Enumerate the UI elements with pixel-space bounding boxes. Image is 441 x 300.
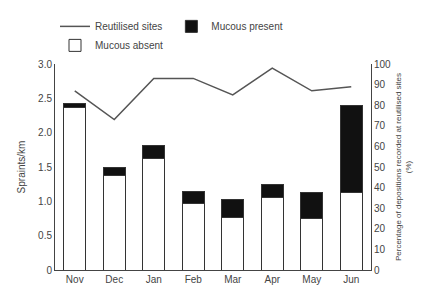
svg-text:Apr: Apr bbox=[264, 274, 280, 285]
svg-text:0: 0 bbox=[46, 265, 52, 276]
svg-text:2.0: 2.0 bbox=[38, 127, 52, 138]
svg-text:80: 80 bbox=[374, 100, 386, 111]
svg-text:Jun: Jun bbox=[343, 274, 359, 285]
svg-text:0: 0 bbox=[374, 265, 380, 276]
svg-text:Mucous present: Mucous present bbox=[211, 21, 282, 32]
svg-text:May: May bbox=[302, 274, 321, 285]
svg-text:Mar: Mar bbox=[224, 274, 242, 285]
svg-text:2.5: 2.5 bbox=[38, 93, 52, 104]
svg-text:50: 50 bbox=[374, 162, 386, 173]
svg-text:30: 30 bbox=[374, 203, 386, 214]
svg-text:Feb: Feb bbox=[185, 274, 203, 285]
svg-text:1.5: 1.5 bbox=[38, 162, 52, 173]
svg-text:90: 90 bbox=[374, 79, 386, 90]
svg-text:10: 10 bbox=[374, 244, 386, 255]
svg-text:Percentage of depositions reco: Percentage of depositions recorded at re… bbox=[394, 73, 413, 261]
svg-text:100: 100 bbox=[374, 59, 391, 70]
svg-text:Mucous absent: Mucous absent bbox=[95, 40, 163, 51]
svg-text:Jan: Jan bbox=[146, 274, 162, 285]
svg-text:Dec: Dec bbox=[105, 274, 123, 285]
svg-text:3.0: 3.0 bbox=[38, 59, 52, 70]
svg-text:70: 70 bbox=[374, 120, 386, 131]
svg-text:0.5: 0.5 bbox=[38, 230, 52, 241]
svg-text:1.0: 1.0 bbox=[38, 196, 52, 207]
svg-text:20: 20 bbox=[374, 223, 386, 234]
svg-text:Reutilised sites: Reutilised sites bbox=[95, 21, 162, 32]
svg-text:Spraints/km: Spraints/km bbox=[16, 141, 27, 194]
svg-text:40: 40 bbox=[374, 182, 386, 193]
svg-text:60: 60 bbox=[374, 141, 386, 152]
svg-text:Nov: Nov bbox=[66, 274, 84, 285]
